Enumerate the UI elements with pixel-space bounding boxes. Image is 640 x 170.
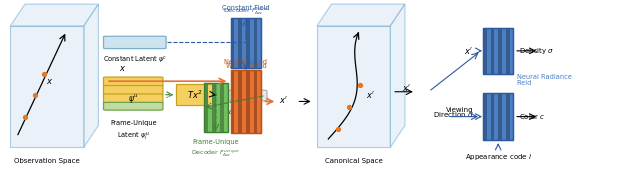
Text: Observation Space: Observation Space [15,158,80,164]
Text: $x'$: $x'$ [279,94,288,105]
Text: Appearance code $l$: Appearance code $l$ [465,152,532,162]
Text: Decoder $F_{\Delta w}^{const}$: Decoder $F_{\Delta w}^{const}$ [223,6,269,17]
Bar [204,83,228,132]
Text: Weight Field: Weight Field [225,63,266,70]
FancyBboxPatch shape [218,90,267,101]
Text: $x$: $x$ [45,77,53,86]
Bar [498,28,502,74]
Text: Density $\sigma$: Density $\sigma$ [518,46,554,56]
Text: $x'$: $x'$ [366,89,375,100]
Text: $\psi^u$: $\psi^u$ [128,92,138,105]
Text: $G(\psi_i^u, \Psi^u)$: $G(\psi_i^u, \Psi^u)$ [228,109,257,118]
Text: $x'$: $x'$ [402,82,411,93]
Bar [212,83,216,132]
Text: Frame-Unique: Frame-Unique [193,139,239,145]
Bar [483,94,513,140]
Text: Latent $\psi_i^u$: Latent $\psi_i^u$ [117,131,150,143]
Bar [230,18,261,68]
Bar [483,28,513,74]
Bar [230,18,261,68]
Bar [506,28,509,74]
FancyBboxPatch shape [104,94,163,103]
Text: Decoder $F_{\Delta w}^{unique}$: Decoder $F_{\Delta w}^{unique}$ [191,147,241,159]
Bar [483,28,486,74]
Polygon shape [84,4,99,147]
FancyBboxPatch shape [104,36,166,49]
FancyBboxPatch shape [104,86,163,95]
Polygon shape [10,26,84,147]
Bar [483,94,486,140]
Bar [246,70,250,133]
Text: $x$: $x$ [119,64,126,73]
Bar [238,70,242,133]
FancyBboxPatch shape [175,84,214,105]
Bar [204,83,208,132]
Text: $x'$: $x'$ [464,45,473,56]
Bar [490,94,494,140]
Bar [506,94,509,140]
Bar [483,28,513,74]
Polygon shape [317,4,405,26]
Bar [230,18,234,68]
Text: Viewing: Viewing [446,107,473,113]
Polygon shape [10,4,99,26]
Bar [204,83,228,132]
Bar [253,70,257,133]
Text: Direction $d$: Direction $d$ [433,110,473,120]
Polygon shape [390,4,405,147]
Bar [490,28,494,74]
Bar [498,94,502,140]
Text: Field: Field [516,80,532,86]
FancyBboxPatch shape [104,77,163,87]
FancyBboxPatch shape [104,102,163,110]
Text: Canonical Space: Canonical Space [325,158,383,164]
Text: Neural Radiance: Neural Radiance [516,74,572,80]
Bar [253,18,257,68]
Bar [230,70,261,133]
Bar [246,18,250,68]
Bar [230,70,234,133]
Polygon shape [317,26,390,147]
Text: Constant Field: Constant Field [222,5,269,11]
Text: $Tx^2$: $Tx^2$ [187,89,203,101]
Text: Frame-Unique: Frame-Unique [110,120,157,126]
Text: Constant Latent $\psi^c$: Constant Latent $\psi^c$ [102,55,167,66]
Text: Color $c$: Color $c$ [518,112,545,121]
Bar [238,18,242,68]
Text: Neural Blend: Neural Blend [225,59,268,65]
Bar [230,70,261,133]
Bar [220,83,224,132]
Bar [483,94,513,140]
